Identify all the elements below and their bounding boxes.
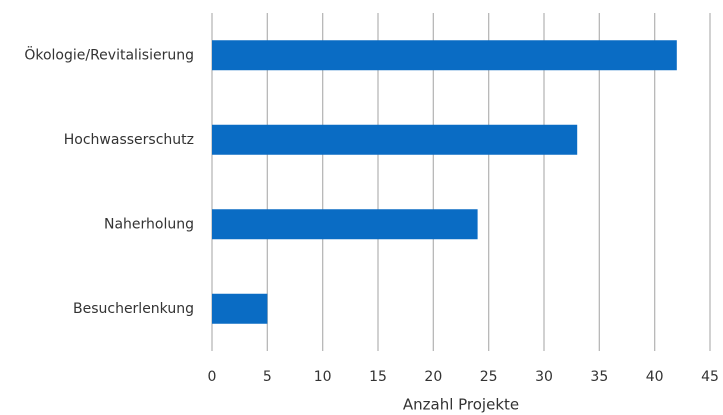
y-tick-label: Besucherlenkung <box>73 301 194 317</box>
x-tick-label: 0 <box>208 369 217 385</box>
x-tick-label: 10 <box>314 369 332 385</box>
bar <box>212 209 478 240</box>
x-tick-label: 35 <box>590 369 608 385</box>
x-tick-label: 45 <box>701 369 719 385</box>
y-tick-label: Hochwasserschutz <box>64 132 194 148</box>
bar <box>212 293 268 324</box>
x-tick-label: 40 <box>646 369 664 385</box>
bar <box>212 124 578 155</box>
x-tick-label: 15 <box>369 369 387 385</box>
x-tick-label: 20 <box>424 369 442 385</box>
x-tick-label: 5 <box>263 369 272 385</box>
y-tick-label: Naherholung <box>104 216 194 232</box>
bar <box>212 40 677 71</box>
x-tick-label: 25 <box>480 369 498 385</box>
y-tick-label: Ökologie/Revitalisierung <box>24 45 194 63</box>
x-tick-label: 30 <box>535 369 553 385</box>
x-axis-label: Anzahl Projekte <box>403 396 519 414</box>
